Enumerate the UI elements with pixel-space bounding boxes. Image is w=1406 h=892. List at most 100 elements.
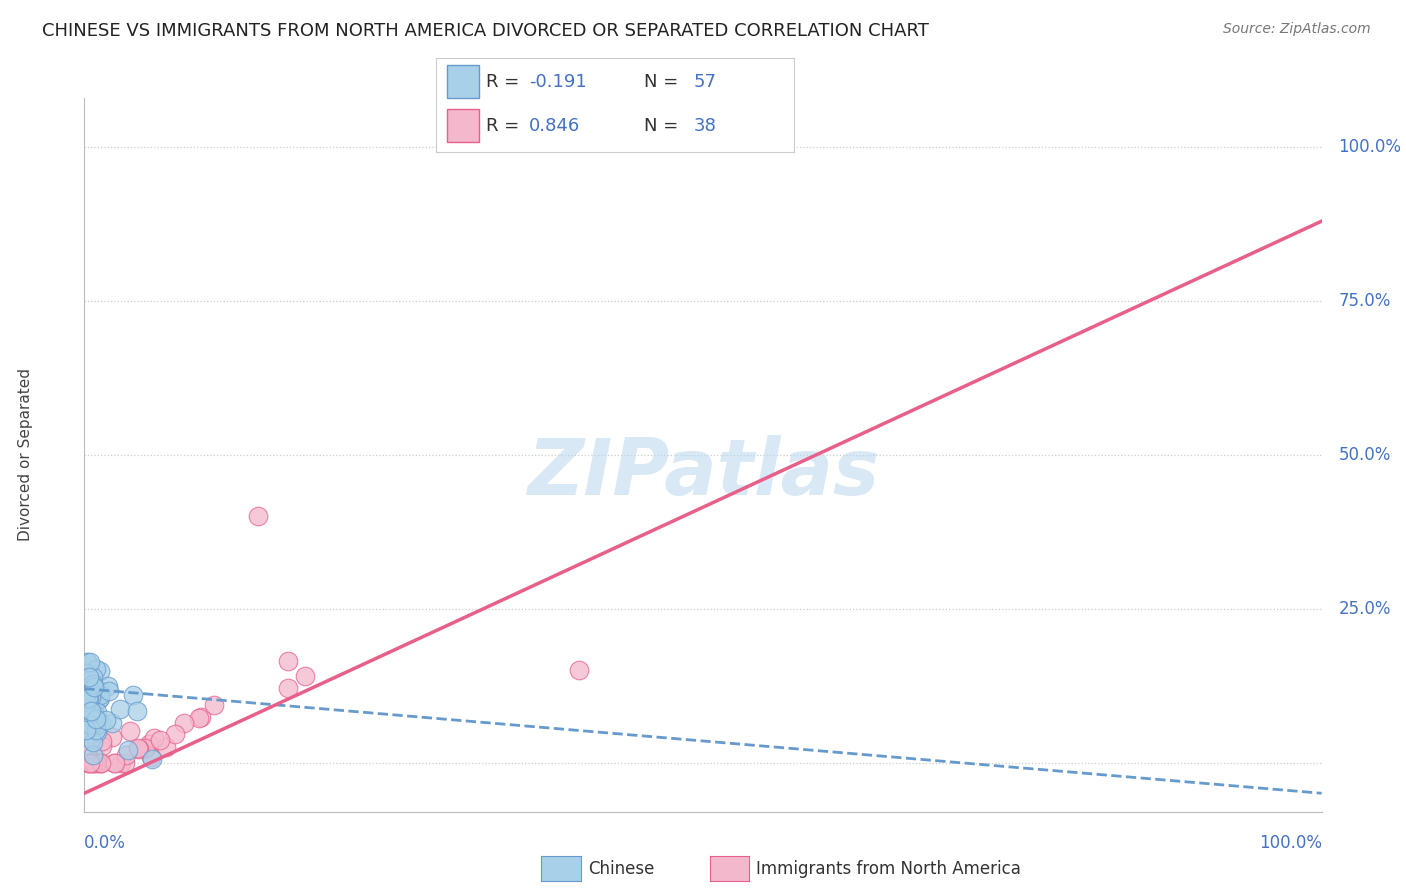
Text: 100.0%: 100.0% [1258, 834, 1322, 852]
Point [202, 698, 225, 713]
Point [82, 756, 104, 770]
Point [79, 756, 101, 770]
Point [82, 735, 104, 749]
Bar [447, 110, 479, 142]
Point [90, 756, 112, 770]
Point [82, 756, 104, 770]
Point [77, 670, 100, 684]
Point [79, 695, 101, 709]
Point [87, 686, 110, 700]
Point [84, 713, 107, 727]
Point [138, 737, 160, 751]
Point [79, 716, 101, 731]
Point [115, 747, 138, 762]
Point [89, 691, 111, 706]
Text: 50.0%: 50.0% [1339, 446, 1391, 464]
Point [163, 727, 186, 741]
Text: N =: N = [644, 73, 683, 91]
Point [568, 663, 591, 677]
Point [101, 731, 124, 745]
Point [294, 669, 316, 683]
Point [89, 715, 111, 730]
Point [125, 704, 148, 718]
Point [87, 692, 110, 706]
Bar [447, 65, 479, 98]
Text: 75.0%: 75.0% [1339, 292, 1391, 310]
Point [77, 702, 100, 716]
Point [84, 756, 107, 770]
Point [80, 674, 103, 689]
Point [114, 756, 136, 770]
Point [104, 756, 127, 770]
Point [77, 691, 100, 706]
Point [75, 694, 97, 708]
Text: 25.0%: 25.0% [1339, 599, 1391, 618]
Point [86, 717, 108, 731]
Text: Source: ZipAtlas.com: Source: ZipAtlas.com [1223, 22, 1371, 37]
Point [77, 709, 100, 723]
Point [84, 662, 107, 676]
Point [83, 698, 105, 713]
Point [80, 690, 103, 705]
Text: N =: N = [644, 117, 683, 135]
Point [84, 752, 107, 766]
Point [83, 706, 105, 721]
Point [97, 679, 120, 693]
Point [128, 741, 150, 756]
Point [77, 756, 100, 770]
Point [76, 679, 98, 693]
Point [82, 747, 104, 762]
Point [101, 716, 124, 731]
Point [77, 690, 100, 705]
Text: -0.191: -0.191 [529, 73, 586, 91]
Point [80, 718, 103, 732]
Point [148, 732, 170, 747]
Point [76, 744, 98, 758]
Text: R =: R = [486, 73, 524, 91]
Point [76, 655, 98, 669]
Point [142, 731, 165, 745]
Point [82, 670, 104, 684]
Point [75, 697, 97, 711]
Point [80, 719, 103, 733]
Point [91, 734, 114, 748]
Point [76, 656, 98, 670]
Point [89, 664, 111, 678]
Point [118, 723, 141, 738]
Point [79, 706, 101, 720]
Text: Immigrants from North America: Immigrants from North America [756, 860, 1021, 878]
Text: 57: 57 [695, 73, 717, 91]
Point [77, 756, 100, 770]
Point [80, 718, 103, 732]
Point [83, 706, 105, 721]
Point [80, 704, 103, 718]
Point [90, 684, 112, 698]
Text: 0.846: 0.846 [529, 117, 581, 135]
Text: CHINESE VS IMMIGRANTS FROM NORTH AMERICA DIVORCED OR SEPARATED CORRELATION CHART: CHINESE VS IMMIGRANTS FROM NORTH AMERICA… [42, 22, 929, 40]
Point [108, 701, 131, 715]
Text: Chinese: Chinese [588, 860, 654, 878]
Point [75, 666, 97, 681]
Point [190, 710, 212, 724]
Point [80, 720, 103, 734]
Point [127, 740, 149, 755]
Point [75, 723, 97, 737]
Point [246, 509, 269, 524]
Point [141, 750, 163, 764]
Point [188, 711, 211, 725]
Point [84, 723, 107, 737]
Point [134, 740, 156, 755]
Point [79, 655, 101, 669]
Point [122, 688, 145, 702]
Point [173, 716, 195, 731]
Point [103, 756, 125, 770]
Point [89, 688, 111, 702]
Point [83, 680, 105, 694]
Point [90, 739, 112, 753]
Point [90, 756, 112, 770]
Point [87, 756, 110, 770]
Point [117, 743, 139, 757]
Point [110, 756, 132, 770]
Point [277, 681, 299, 696]
Point [80, 731, 103, 746]
